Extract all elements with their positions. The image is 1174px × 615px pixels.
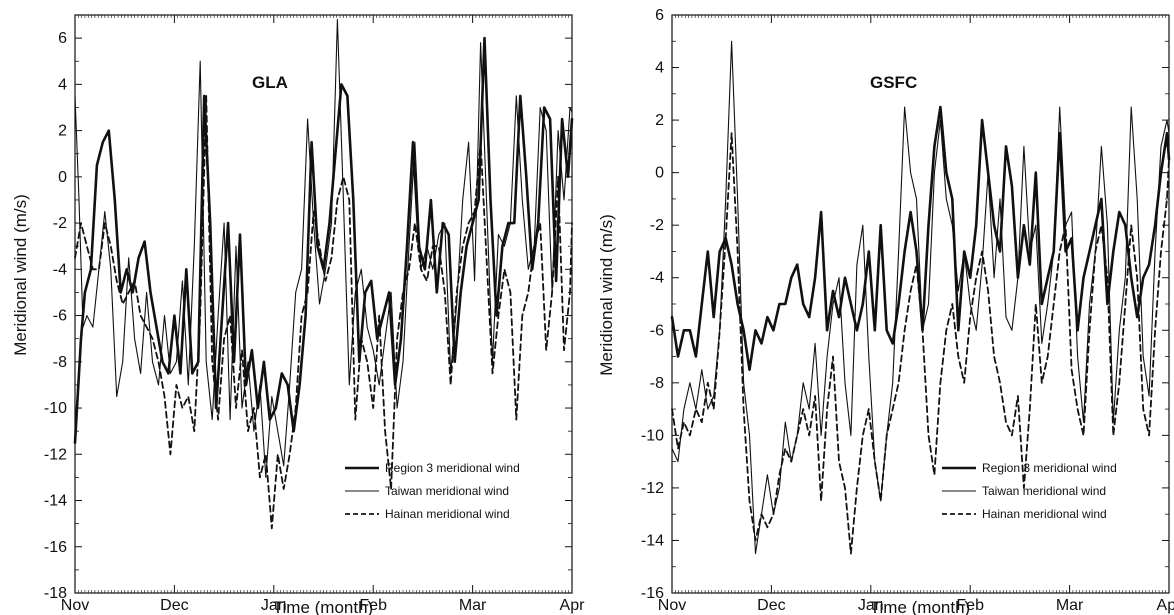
gsfc-ytick-label: 6 xyxy=(655,7,664,24)
gla-series-line-thin xyxy=(74,19,573,478)
gla-xtick-label: Apr xyxy=(560,597,586,614)
gsfc-axis-ticks: -16 -14 -12 -10 -8 -6 -4 -2 0 2 4 6 Nov Dec Jan Feb Mar A… xyxy=(641,7,1174,614)
gsfc-ytick-label: 0 xyxy=(655,165,664,182)
gla-axis-ticks: -18 -16 -14 -12 -10 -8 -6 -4 -2 0 2 4 6 Nov Dec Jan Feb M… xyxy=(44,14,586,614)
gsfc-y-axis-title: Meridional wind (m/s) xyxy=(597,214,616,376)
gla-series-line-thick xyxy=(73,36,574,445)
gla-xtick-label: Dec xyxy=(160,597,188,614)
gla-series-line-dashed xyxy=(74,95,573,530)
gla-ytick-label: 2 xyxy=(58,123,67,140)
gla-legend-label: Hainan meridional wind xyxy=(385,507,510,521)
gsfc-xtick-label: Apr xyxy=(1157,597,1174,614)
gla-xtick-label: Nov xyxy=(61,597,89,614)
gsfc-ytick-label: -16 xyxy=(641,585,664,602)
gla-xtick-label: Jan xyxy=(261,597,287,614)
gsfc-series-line-dashed xyxy=(671,132,1170,555)
gla-legend: Region 3 meridional wind Taiwan meridiona… xyxy=(345,461,520,521)
gsfc-legend-label: Region 3 meridional wind xyxy=(982,461,1117,475)
gsfc-x-axis-title: Time (month) xyxy=(870,598,970,615)
gsfc-ytick-label: 2 xyxy=(655,112,664,129)
gsfc-xtick-label: Mar xyxy=(1056,597,1084,614)
gla-ytick-label: -18 xyxy=(44,585,67,602)
gsfc-legend: Region 3 meridional wind Taiwan meridiona… xyxy=(942,461,1117,521)
gsfc-legend-label: Hainan meridional wind xyxy=(982,507,1107,521)
gla-ytick-label: 0 xyxy=(58,169,67,186)
gsfc-ytick-label: -8 xyxy=(650,375,664,392)
gla-legend-label: Region 3 meridional wind xyxy=(385,461,520,475)
gsfc-ytick-label: -4 xyxy=(650,270,664,287)
gsfc-legend-label: Taiwan meridional wind xyxy=(982,484,1106,498)
gsfc-panel: -16 -14 -12 -10 -8 -6 -4 -2 0 2 4 6 Nov Dec Jan Feb Mar A… xyxy=(597,7,1174,615)
gla-ytick-label: -14 xyxy=(44,493,67,510)
gla-ytick-label: -10 xyxy=(44,400,67,417)
gsfc-chart-title: GSFC xyxy=(870,73,917,92)
gla-ytick-label: -4 xyxy=(53,261,67,278)
gla-ytick-label: -6 xyxy=(53,308,67,325)
gla-ytick-label: 4 xyxy=(58,76,67,93)
gsfc-series-lines xyxy=(670,40,1171,555)
gla-x-axis-title: Time (month) xyxy=(273,598,373,615)
gsfc-ytick-label: -10 xyxy=(641,427,664,444)
gla-panel: -18 -16 -14 -12 -10 -8 -6 -4 -2 0 2 4 6 Nov Dec Jan Feb M… xyxy=(11,14,586,615)
gsfc-xtick-label: Dec xyxy=(757,597,785,614)
gsfc-ytick-label: -12 xyxy=(641,480,664,497)
gsfc-xtick-label: Nov xyxy=(658,597,686,614)
gsfc-ytick-label: -2 xyxy=(650,217,664,234)
gsfc-xtick-label: Feb xyxy=(956,597,984,614)
gla-ytick-label: -2 xyxy=(53,215,67,232)
gla-ytick-label: -16 xyxy=(44,539,67,556)
gla-series-lines xyxy=(73,19,574,530)
gla-y-axis-title: Meridional wind (m/s) xyxy=(11,194,30,356)
gla-ytick-label: 6 xyxy=(58,30,67,47)
gla-xtick-label: Feb xyxy=(359,597,387,614)
gsfc-series-line-thick xyxy=(670,105,1171,372)
gla-legend-label: Taiwan meridional wind xyxy=(385,484,509,498)
gsfc-ytick-label: -14 xyxy=(641,532,664,549)
gla-ytick-label: -8 xyxy=(53,354,67,371)
gsfc-series-line-thin xyxy=(671,40,1170,555)
gsfc-ytick-label: 4 xyxy=(655,60,664,77)
gla-xtick-label: Mar xyxy=(459,597,487,614)
gla-chart-title: GLA xyxy=(252,73,288,92)
gla-ytick-label: -12 xyxy=(44,446,67,463)
gsfc-ytick-label: -6 xyxy=(650,322,664,339)
gsfc-xtick-label: Jan xyxy=(858,597,884,614)
